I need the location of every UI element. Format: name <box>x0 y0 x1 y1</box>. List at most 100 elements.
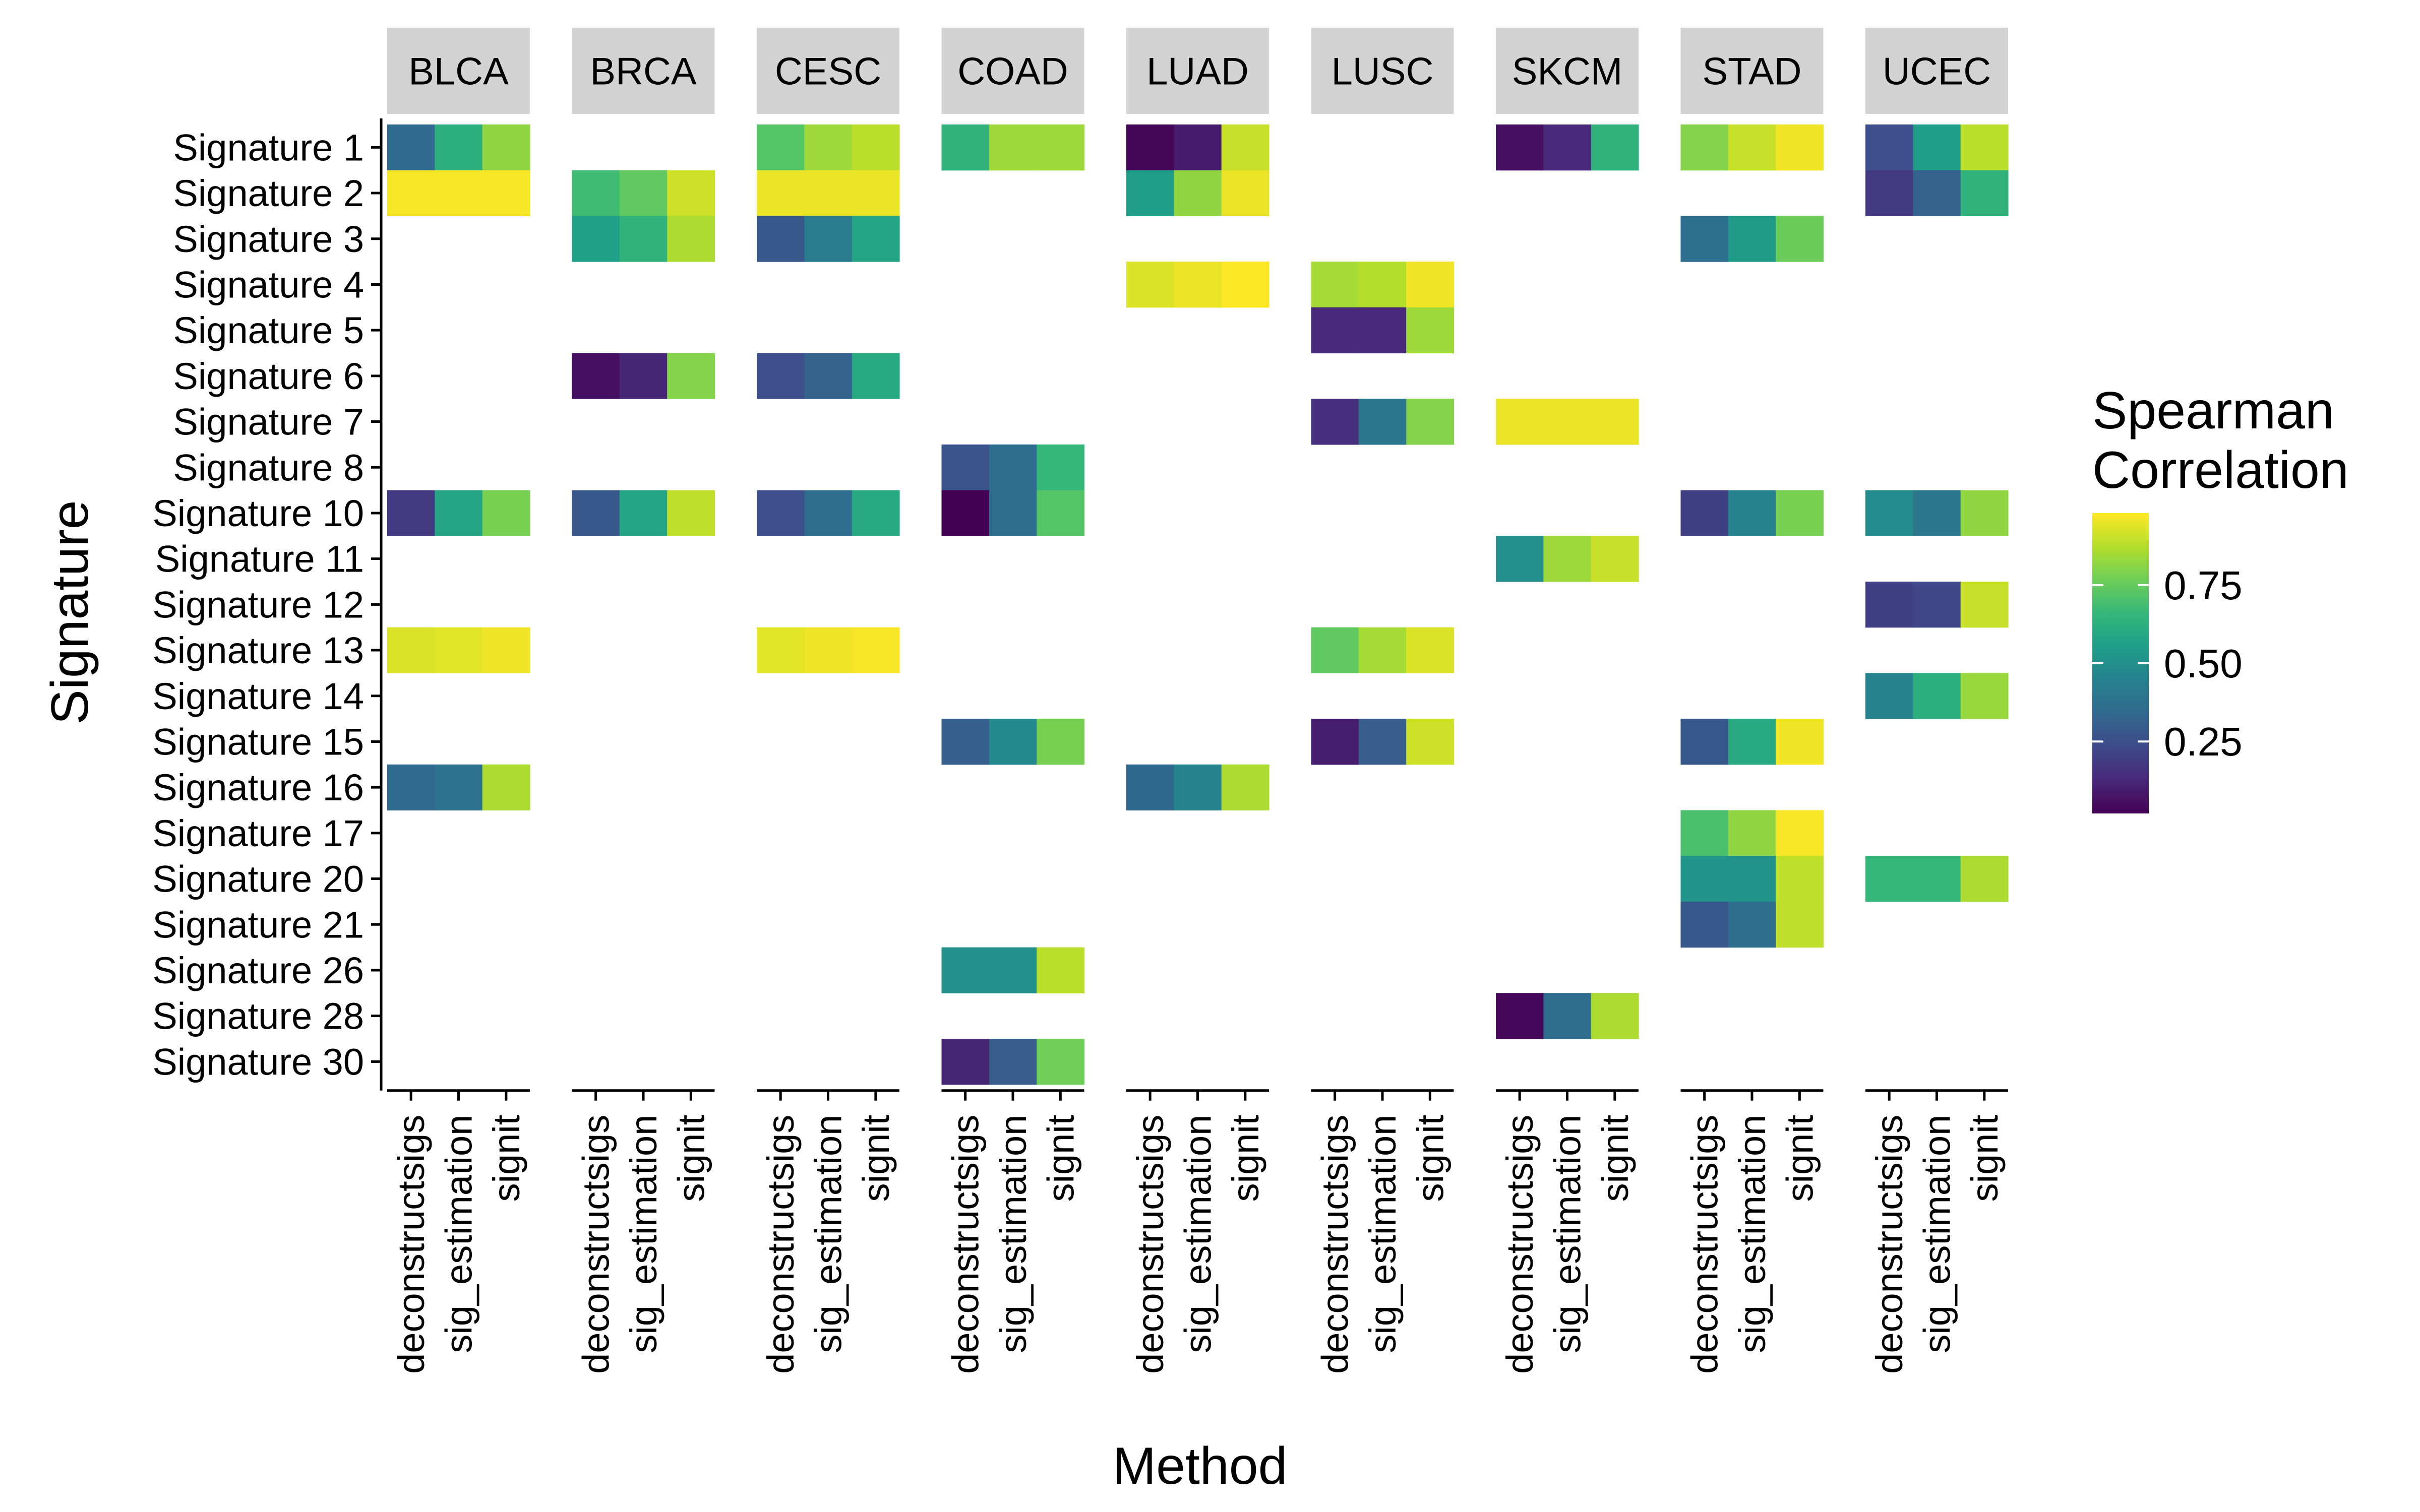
cell-lusc-signature-5-deconstructsigs <box>1311 307 1359 354</box>
cell-skcm-signature-11-signit <box>1591 536 1639 582</box>
x-tick-label-deconstructsigs: deconstructsigs <box>1684 1115 1726 1374</box>
cell-blca-signature-1-sig_estimation <box>435 124 483 171</box>
cell-stad-signature-3-signit <box>1776 216 1824 262</box>
x-tick-labels: deconstructsigs sig_estimation signit decon… <box>390 1114 2006 1374</box>
cell-luad-signature-1-deconstructsigs <box>1126 124 1174 171</box>
cell-cesc-signature-3-sig_estimation <box>804 216 853 262</box>
cell-cesc-signature-6-signit <box>852 353 900 399</box>
cell-ucec-signature-1-sig_estimation <box>1913 124 1961 171</box>
cell-skcm-signature-1-sig_estimation <box>1543 124 1592 171</box>
x-tick-label-signit: signit <box>670 1114 712 1202</box>
cell-brca-signature-6-deconstructsigs <box>572 353 620 399</box>
cell-brca-signature-3-sig_estimation <box>619 216 668 262</box>
cell-lusc-signature-5-sig_estimation <box>1358 307 1407 354</box>
cell-blca-signature-2-deconstructsigs <box>387 170 435 216</box>
strip-label-luad: LUAD <box>1146 50 1249 93</box>
cell-ucec-signature-2-sig_estimation <box>1913 170 1961 216</box>
cell-blca-signature-13-deconstructsigs <box>387 627 435 673</box>
cell-stad-signature-15-sig_estimation <box>1728 719 1776 765</box>
cell-stad-signature-21-signit <box>1776 901 1824 948</box>
cell-blca-signature-13-signit <box>482 627 530 673</box>
cell-lusc-signature-13-deconstructsigs <box>1311 627 1359 673</box>
cell-ucec-signature-2-deconstructsigs <box>1865 170 1913 216</box>
y-tick-label-signature-2: Signature 2 <box>173 172 365 214</box>
y-tick-label-signature-1: Signature 1 <box>173 127 365 168</box>
cell-ucec-signature-12-sig_estimation <box>1913 582 1961 628</box>
cell-skcm-signature-11-sig_estimation <box>1543 536 1592 582</box>
cell-stad-signature-1-sig_estimation <box>1728 124 1776 171</box>
strip-ucec <box>1865 28 2008 114</box>
x-tick-label-deconstructsigs: deconstructsigs <box>945 1115 987 1374</box>
cell-luad-signature-2-deconstructsigs <box>1126 170 1174 216</box>
x-tick-label-signit: signit <box>1040 1114 1081 1202</box>
y-tick-label-signature-20: Signature 20 <box>152 858 364 900</box>
legend-tick-label: 0.75 <box>2164 563 2243 608</box>
y-tick-label-signature-8: Signature 8 <box>173 447 365 488</box>
x-tick-label-sig_estimation: sig_estimation <box>1362 1115 1404 1353</box>
axes <box>371 118 2008 1101</box>
y-tick-label-signature-4: Signature 4 <box>173 264 365 305</box>
cell-luad-signature-2-sig_estimation <box>1174 170 1222 216</box>
cell-blca-signature-2-signit <box>482 170 530 216</box>
cell-blca-signature-16-signit <box>482 764 530 811</box>
strip-label-blca: BLCA <box>408 50 509 93</box>
cell-brca-signature-10-deconstructsigs <box>572 490 620 536</box>
y-tick-label-signature-11: Signature 11 <box>155 538 364 580</box>
legend-title-line-2: Correlation <box>2092 441 2349 499</box>
y-tick-label-signature-14: Signature 14 <box>152 675 364 717</box>
strip-blca <box>387 28 530 114</box>
strip-label-skcm: SKCM <box>1512 50 1623 93</box>
cell-stad-signature-1-deconstructsigs <box>1680 124 1729 171</box>
cell-blca-signature-13-sig_estimation <box>435 627 483 673</box>
cell-cesc-signature-1-signit <box>852 124 900 171</box>
cell-blca-signature-16-sig_estimation <box>435 764 483 811</box>
cell-cesc-signature-1-sig_estimation <box>804 124 853 171</box>
x-axis-title: Method <box>1113 1437 1288 1495</box>
cell-skcm-signature-11-deconstructsigs <box>1496 536 1544 582</box>
strip-skcm <box>1496 28 1639 114</box>
cell-stad-signature-20-sig_estimation <box>1728 856 1776 902</box>
cell-ucec-signature-1-deconstructsigs <box>1865 124 1913 171</box>
cell-stad-signature-17-sig_estimation <box>1728 810 1776 856</box>
y-tick-label-signature-16: Signature 16 <box>152 767 364 808</box>
y-tick-label-signature-10: Signature 10 <box>152 492 364 534</box>
cell-cesc-signature-13-deconstructsigs <box>757 627 805 673</box>
y-tick-label-signature-5: Signature 5 <box>173 309 365 351</box>
heatmap-cells <box>387 124 2009 1085</box>
cell-skcm-signature-1-signit <box>1591 124 1639 171</box>
cell-lusc-signature-13-signit <box>1406 627 1455 673</box>
cell-luad-signature-16-sig_estimation <box>1174 764 1222 811</box>
cell-stad-signature-15-deconstructsigs <box>1680 719 1729 765</box>
y-tick-label-signature-7: Signature 7 <box>173 401 365 443</box>
cell-brca-signature-6-sig_estimation <box>619 353 668 399</box>
cell-cesc-signature-1-deconstructsigs <box>757 124 805 171</box>
y-tick-label-signature-21: Signature 21 <box>152 904 364 946</box>
y-tick-label-signature-3: Signature 3 <box>173 218 365 260</box>
strip-label-brca: BRCA <box>590 50 696 93</box>
y-tick-label-signature-12: Signature 12 <box>152 584 364 625</box>
cell-luad-signature-4-deconstructsigs <box>1126 262 1174 308</box>
cell-coad-signature-26-deconstructsigs <box>941 947 990 993</box>
cell-luad-signature-1-sig_estimation <box>1174 124 1222 171</box>
cell-stad-signature-1-signit <box>1776 124 1824 171</box>
cell-stad-signature-3-sig_estimation <box>1728 216 1776 262</box>
cell-coad-signature-30-deconstructsigs <box>941 1039 990 1085</box>
cell-ucec-signature-20-signit <box>1960 856 2009 902</box>
y-tick-label-signature-26: Signature 26 <box>152 950 364 991</box>
cell-coad-signature-1-deconstructsigs <box>941 124 990 171</box>
cell-stad-signature-21-sig_estimation <box>1728 901 1776 948</box>
cell-stad-signature-20-deconstructsigs <box>1680 856 1729 902</box>
y-tick-label-signature-30: Signature 30 <box>152 1041 364 1083</box>
cell-brca-signature-3-signit <box>667 216 715 262</box>
cell-coad-signature-10-deconstructsigs <box>941 490 990 536</box>
cell-stad-signature-17-signit <box>1776 810 1824 856</box>
x-tick-label-signit: signit <box>1964 1114 2006 1202</box>
cell-ucec-signature-14-signit <box>1960 673 2009 719</box>
x-tick-label-signit: signit <box>486 1114 527 1202</box>
x-tick-label-deconstructsigs: deconstructsigs <box>390 1115 432 1374</box>
cell-coad-signature-26-signit <box>1037 947 1085 993</box>
cell-coad-signature-1-signit <box>1037 124 1085 171</box>
cell-ucec-signature-14-deconstructsigs <box>1865 673 1913 719</box>
